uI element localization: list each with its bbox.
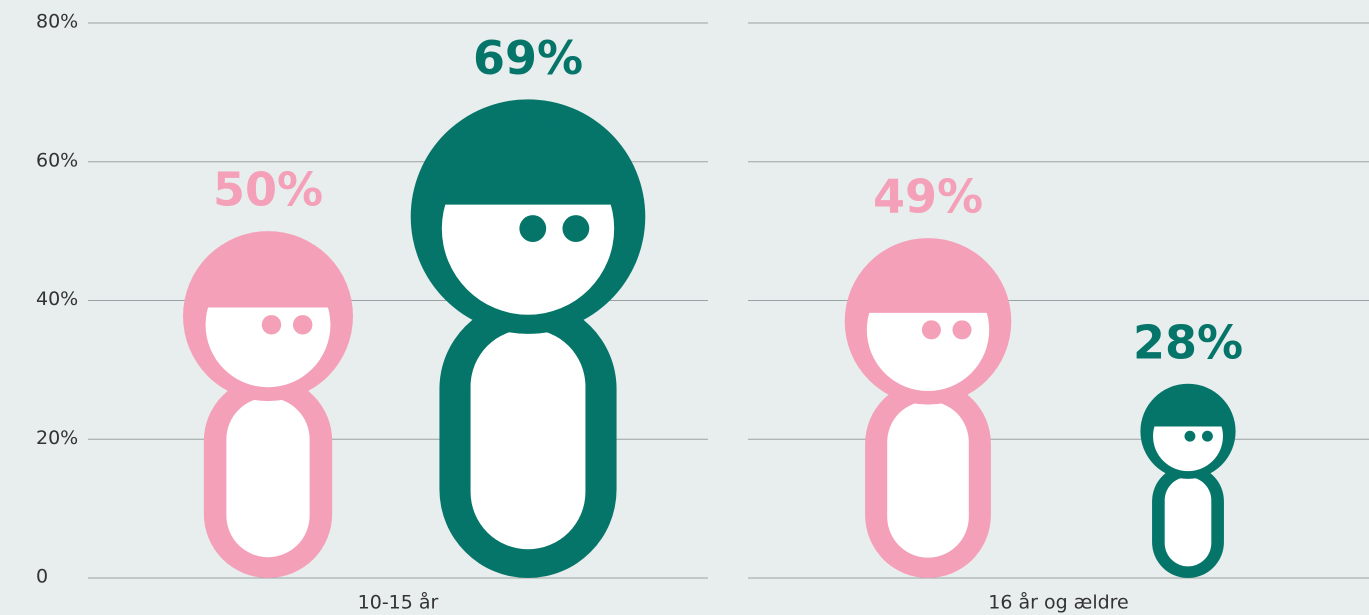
- y-tick-label: 0: [36, 566, 48, 588]
- y-tick-label: 20%: [36, 427, 78, 449]
- y-tick-label: 40%: [36, 288, 78, 310]
- value-label: 49%: [873, 170, 983, 224]
- value-label: 50%: [213, 163, 323, 217]
- figure: [1140, 384, 1235, 578]
- x-tick-label: 16 år og ældre: [988, 591, 1129, 614]
- x-tick-label: 10-15 år: [358, 591, 439, 614]
- value-label: 28%: [1133, 315, 1243, 369]
- chart: 0 20% 40% 60% 80% 10-15 år 50% 69% 16 år og ældr…: [0, 0, 1369, 615]
- y-tick-label: 80%: [36, 11, 78, 33]
- y-tick-label: 60%: [36, 149, 78, 171]
- figure: [411, 99, 646, 578]
- value-label: 69%: [473, 31, 583, 85]
- figure: [845, 238, 1012, 578]
- figure: [183, 231, 353, 578]
